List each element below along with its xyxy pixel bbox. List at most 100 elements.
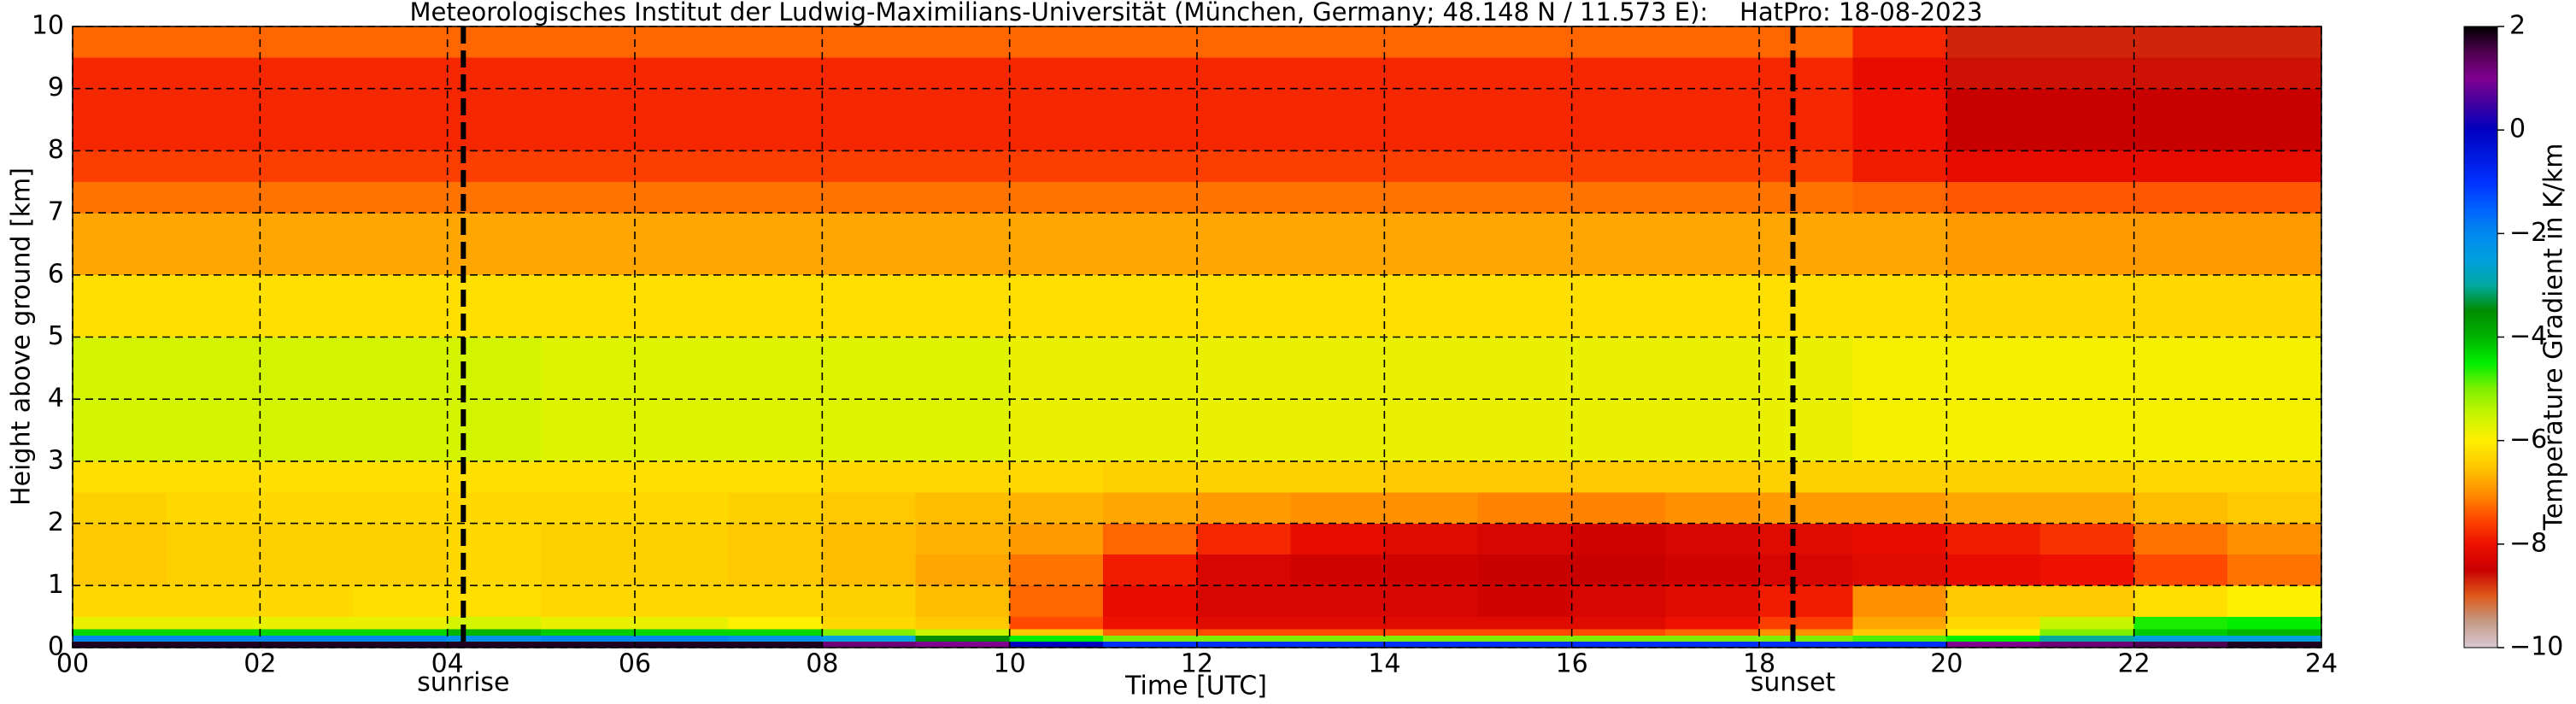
heatmap-cell (72, 584, 167, 617)
heatmap-cell (634, 274, 729, 337)
heatmap-cell (1946, 554, 2041, 586)
heatmap-cell (2227, 181, 2322, 214)
x-tick-label: 08 (806, 649, 838, 679)
heatmap-cell (353, 88, 448, 151)
heatmap-cell (1665, 274, 1760, 337)
heatmap-cell (1665, 337, 1760, 400)
heatmap-cell (541, 491, 636, 524)
heatmap-cell (541, 628, 636, 636)
heatmap-cell (2039, 398, 2134, 462)
heatmap-cell (728, 212, 823, 276)
heatmap-cell (1384, 274, 1479, 337)
heatmap-cell (1852, 26, 1947, 58)
heatmap-cell (915, 212, 1010, 276)
heatmap-cell (2133, 491, 2228, 524)
heatmap-cell (1852, 461, 1947, 493)
heatmap-cell (1571, 584, 1666, 617)
heatmap-cell (1946, 641, 2041, 648)
colorbar-tick-label: −2 (2509, 218, 2547, 248)
heatmap-cell (1009, 337, 1104, 400)
heatmap-cell (1009, 150, 1104, 183)
heatmap-cell (1477, 398, 1572, 462)
heatmap-cell (822, 491, 917, 524)
y-tick-label: 2 (48, 507, 64, 537)
heatmap-cell (1103, 641, 1198, 648)
heatmap-cell (1290, 635, 1385, 642)
heatmap-cell (728, 337, 823, 400)
heatmap-cell (2227, 523, 2322, 555)
heatmap-cell (1477, 57, 1572, 89)
heatmap-cell (1009, 635, 1104, 642)
heatmap-cell (1758, 628, 1853, 636)
heatmap-cell (728, 523, 823, 555)
heatmap-cell (2039, 635, 2134, 642)
heatmap-cell (1196, 26, 1291, 58)
heatmap-cell (353, 57, 448, 89)
heatmap-cell (72, 181, 167, 214)
heatmap-cell (822, 337, 917, 400)
heatmap-cell (2133, 635, 2228, 642)
colorbar-tick-label: −6 (2509, 425, 2547, 455)
heatmap-cell (1758, 57, 1853, 89)
heatmap-cell (1946, 616, 2041, 630)
heatmap-cell (353, 26, 448, 58)
heatmap-cell (1290, 628, 1385, 636)
heatmap-cell (166, 274, 261, 337)
heatmap-cell (166, 641, 261, 648)
heatmap-cell (1946, 57, 2041, 89)
heatmap-cell (1384, 398, 1479, 462)
heatmap-cell (72, 616, 167, 630)
x-tick-label: 14 (1368, 649, 1400, 679)
heatmap-cell (166, 398, 261, 462)
heatmap-cell (2133, 628, 2228, 636)
heatmap-cell (353, 616, 448, 630)
heatmap-cell (1665, 88, 1760, 151)
y-tick-label: 3 (48, 445, 64, 475)
heatmap-cell (1290, 584, 1385, 617)
heatmap-cell (541, 398, 636, 462)
heatmap-cell (1196, 461, 1291, 493)
heatmap-cell (1103, 274, 1198, 337)
heatmap-cell (1290, 523, 1385, 555)
heatmap-cell (1477, 88, 1572, 151)
heatmap-cell (822, 88, 917, 151)
heatmap-cell (915, 461, 1010, 493)
heatmap-cell (72, 26, 167, 58)
heatmap-cell (1477, 628, 1572, 636)
heatmap-cell (1571, 628, 1666, 636)
heatmap-cell (634, 212, 729, 276)
heatmap-cell (915, 88, 1010, 151)
heatmap-cell (634, 584, 729, 617)
heatmap-cell (1103, 635, 1198, 642)
heatmap-cell (1103, 57, 1198, 89)
heatmap-cell (822, 635, 917, 642)
heatmap-cell (1384, 150, 1479, 183)
heatmap-cell (1852, 628, 1947, 636)
heatmap-cell (2133, 212, 2228, 276)
heatmap-cell (1571, 274, 1666, 337)
heatmap-cell (166, 150, 261, 183)
heatmap-cell (260, 584, 355, 617)
heatmap-cell (1758, 523, 1853, 555)
heatmap-cell (166, 212, 261, 276)
heatmap-cell (1290, 461, 1385, 493)
heatmap-cell (1852, 491, 1947, 524)
heatmap-cell (1946, 26, 2041, 58)
heatmap-cell (2039, 616, 2134, 630)
x-tick-label: 22 (2118, 649, 2151, 679)
heatmap-cell (353, 181, 448, 214)
heatmap-cell (1196, 57, 1291, 89)
heatmap-cell (2039, 584, 2134, 617)
heatmap-cell (915, 398, 1010, 462)
heatmap-cell (728, 491, 823, 524)
heatmap-cell (1477, 635, 1572, 642)
heatmap-cell (72, 635, 167, 642)
heatmap-cell (541, 337, 636, 400)
x-tick-label: 20 (1930, 649, 1963, 679)
heatmap-cell (541, 635, 636, 642)
heatmap-cell (260, 554, 355, 586)
heatmap-cell (541, 274, 636, 337)
heatmap-cell (1946, 337, 2041, 400)
heatmap-cell (541, 523, 636, 555)
x-tick-label: 10 (994, 649, 1026, 679)
